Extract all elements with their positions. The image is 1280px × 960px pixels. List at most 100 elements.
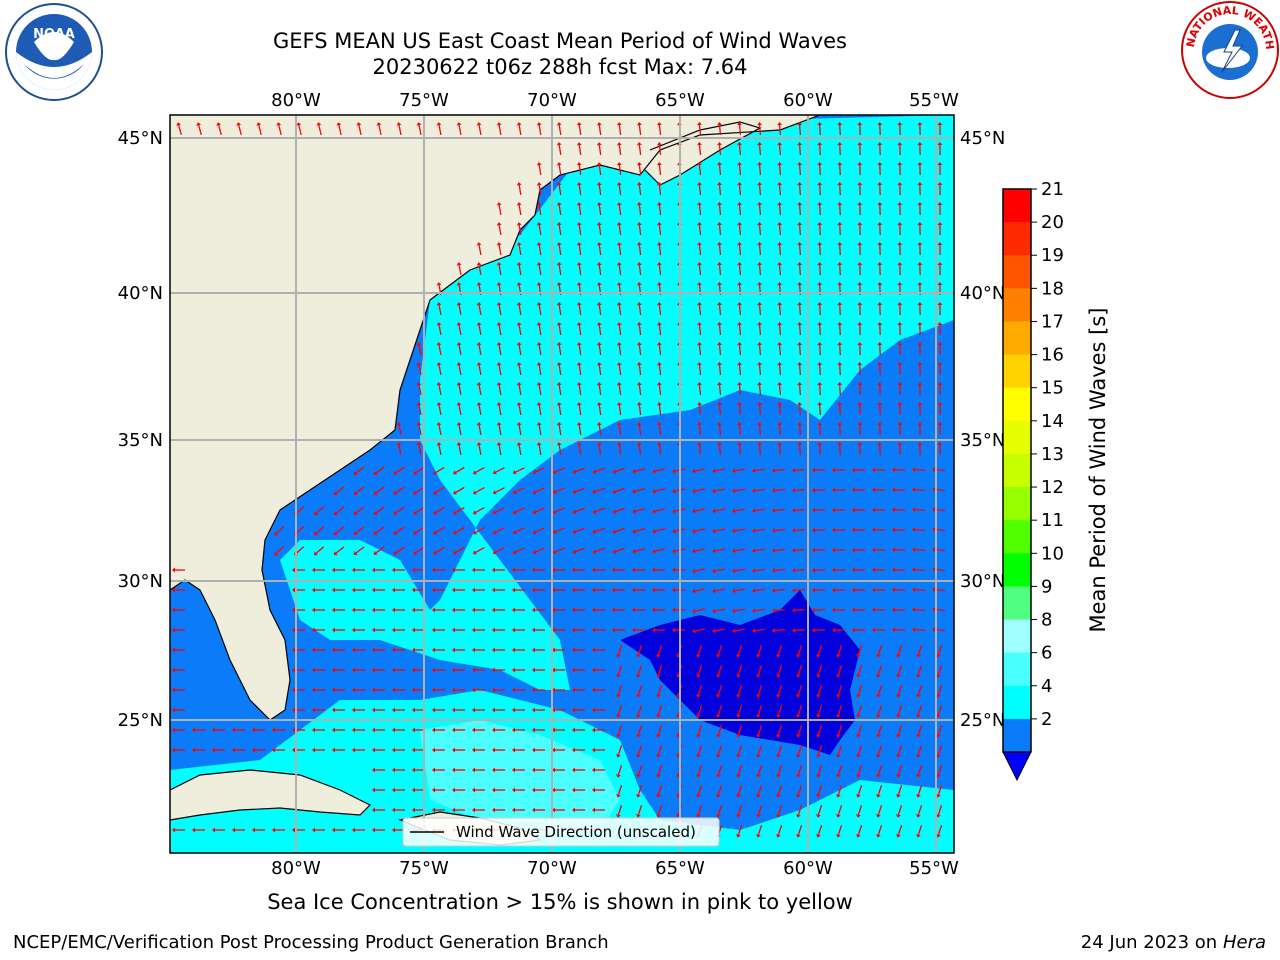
- wave-arrow: [799, 144, 801, 156]
- wave-arrow: [555, 467, 565, 473]
- wave-arrow-head: [937, 362, 943, 366]
- wave-arrow-head: [636, 262, 642, 266]
- wave-arrow: [355, 546, 365, 554]
- wave-arrow: [857, 805, 863, 815]
- wave-arrow-head: [852, 627, 855, 633]
- wave-arrow: [435, 526, 445, 534]
- wave-arrow-head: [772, 528, 776, 534]
- wave-arrow: [617, 745, 623, 755]
- wave-arrow: [797, 785, 803, 795]
- wave-arrow-head: [932, 486, 936, 492]
- wave-arrow: [917, 705, 923, 715]
- wave-arrow-head: [592, 807, 595, 813]
- wave-arrow: [794, 588, 806, 592]
- wave-arrow: [718, 184, 722, 196]
- wave-arrow-head: [436, 122, 442, 126]
- wave-arrow-head: [696, 673, 701, 678]
- wave-arrow: [618, 224, 622, 236]
- lon-labels-top: 80°W 75°W 70°W 65°W 60°W 55°W: [271, 90, 959, 111]
- wave-arrow: [295, 506, 305, 514]
- wave-arrow: [717, 685, 723, 695]
- wave-arrow: [295, 546, 305, 554]
- wave-arrow: [814, 469, 826, 471]
- wave-arrow: [455, 466, 465, 474]
- wave-arrow-head: [512, 667, 515, 673]
- wave-arrow-head: [572, 667, 575, 673]
- wave-arrow-head: [897, 262, 903, 266]
- wave-arrow: [754, 588, 766, 592]
- wave-arrow-head: [452, 627, 455, 633]
- wave-arrow-head: [936, 773, 941, 778]
- wave-arrow-head: [636, 222, 642, 226]
- wave-arrow: [698, 344, 702, 356]
- wave-arrow-head: [817, 182, 823, 186]
- lat-labels-left: 45°N 40°N 35°N 30°N 25°N: [118, 128, 163, 731]
- wave-arrow-head: [212, 727, 215, 733]
- wave-arrow-head: [652, 488, 656, 494]
- wave-arrow: [794, 548, 806, 552]
- wave-arrow-head: [777, 422, 783, 426]
- wave-arrow-head: [256, 122, 262, 126]
- wave-arrow: [658, 424, 662, 436]
- wave-arrow: [275, 526, 285, 534]
- wave-arrow-head: [712, 468, 716, 474]
- wave-arrow-head: [596, 202, 602, 206]
- wave-arrow: [714, 548, 726, 552]
- wave-arrow-head: [532, 687, 535, 693]
- wave-arrow: [799, 264, 801, 276]
- wave-arrow: [738, 164, 742, 176]
- wave-arrow-head: [352, 707, 355, 713]
- wave-arrow-head: [453, 490, 457, 495]
- wave-arrow-head: [877, 382, 883, 386]
- wave-arrow-head: [737, 302, 743, 306]
- wave-arrow: [794, 628, 806, 632]
- wave-arrow-head: [936, 673, 941, 678]
- wave-arrow-head: [856, 773, 861, 778]
- wave-arrow-head: [932, 546, 936, 552]
- wave-arrow: [694, 508, 706, 512]
- wave-arrow-head: [792, 527, 796, 533]
- wave-arrow-head: [433, 510, 438, 515]
- wave-arrow: [638, 184, 642, 196]
- wave-arrow-head: [532, 627, 535, 633]
- wave-arrow-head: [392, 787, 395, 793]
- wave-arrow-head: [772, 608, 776, 614]
- wave-arrow-head: [196, 122, 202, 126]
- wave-arrow: [817, 825, 823, 835]
- wave-arrow-head: [512, 767, 515, 773]
- wave-arrow: [638, 204, 642, 216]
- wave-arrow-head: [636, 653, 641, 658]
- wave-arrow-head: [456, 442, 462, 446]
- wave-arrow: [797, 805, 803, 815]
- wave-arrow: [178, 125, 182, 135]
- wave-arrow: [538, 364, 542, 376]
- wave-arrow-head: [897, 362, 903, 366]
- wave-arrow-head: [636, 142, 642, 146]
- colorbar-tick-label: 8: [1041, 610, 1052, 631]
- wave-arrow-head: [936, 733, 941, 738]
- wave-arrow: [937, 785, 943, 795]
- wave-arrow-head: [416, 362, 422, 366]
- wave-arrow: [914, 488, 926, 492]
- wave-arrow-head: [452, 567, 455, 573]
- wave-arrow-head: [552, 567, 555, 573]
- wave-arrow-head: [817, 262, 823, 266]
- wave-arrow: [495, 467, 505, 473]
- wave-arrow: [917, 765, 923, 775]
- wave-arrow: [375, 526, 385, 534]
- wave-arrow: [395, 486, 405, 494]
- wave-arrow-head: [672, 468, 676, 474]
- wave-arrow-head: [432, 607, 435, 613]
- wave-arrow: [817, 765, 823, 775]
- wave-arrow-head: [312, 627, 315, 633]
- wave-arrow-head: [476, 322, 482, 326]
- wave-arrow: [917, 665, 923, 675]
- wave-arrow: [617, 785, 623, 795]
- wave-arrow-head: [756, 753, 761, 758]
- wave-arrow-head: [392, 647, 395, 653]
- wave-arrow-head: [516, 202, 522, 206]
- wave-arrow: [694, 468, 706, 472]
- wave-arrow-head: [412, 567, 415, 573]
- wave-arrow-head: [696, 342, 702, 346]
